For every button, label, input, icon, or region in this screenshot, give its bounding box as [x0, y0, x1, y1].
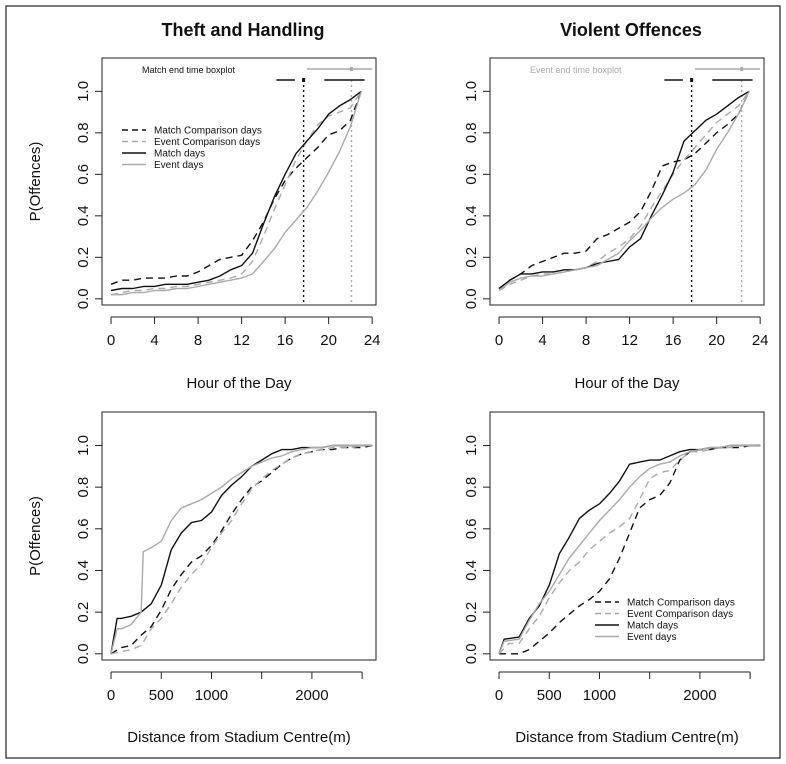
chart-title: Violent Offences [560, 20, 702, 40]
legend-label: Event days [154, 160, 203, 171]
y-tick-label: 0.0 [75, 643, 92, 664]
y-tick-label: 0.0 [463, 643, 480, 664]
y-tick-label: 0.6 [463, 164, 480, 185]
series-line-match-comparison [110, 444, 373, 655]
y-tick-label: 1.0 [75, 435, 92, 456]
chart-panel-3: 0.0 0.2 0.4 0.6 0.8 1.0 P(Offences) 0 500 1000 200… [27, 411, 377, 746]
x-axis-label: Distance from Stadium Centre(m) [515, 729, 738, 746]
y-tick-label: 0.4 [75, 560, 92, 581]
y-axis-label: P(Offences) [27, 496, 44, 576]
x-tick-label: 0 [107, 332, 115, 349]
x-tick-label: 20 [320, 332, 337, 349]
chart-title: Theft and Handling [162, 20, 325, 40]
x-tick-label: 2000 [295, 687, 328, 704]
x-tick-label: 4 [538, 332, 546, 349]
x-tick-label: 8 [194, 332, 202, 349]
y-tick-label: 1.0 [463, 435, 480, 456]
chart-panel-4: 0.0 0.2 0.4 0.6 0.8 1.0 0 500 1000 2000 Distance f… [463, 411, 765, 746]
legend-label: Event Comparison days [627, 609, 733, 620]
x-tick-label: 20 [708, 332, 725, 349]
y-tick-label: 0.8 [463, 477, 480, 498]
x-tick-label: 24 [752, 332, 769, 349]
series-line-match-comparison [498, 90, 750, 290]
legend-label: Match days [627, 621, 678, 632]
chart-panel-1: Theft and Handling 0.0 0.2 0.4 0.6 0.8 1.0 P(Of… [27, 20, 381, 392]
series-line-match-comparison [110, 91, 362, 285]
series-line-event-comparison [110, 90, 362, 296]
chart-panel-2: Violent Offences 0.0 0.2 0.4 0.6 0.8 1.0 0 4 8 12 1… [463, 20, 769, 392]
x-axis-label: Hour of the Day [574, 375, 680, 392]
x-tick-label: 2000 [683, 687, 716, 704]
x-tick-label: 24 [364, 332, 381, 349]
legend-label: Event days [627, 632, 676, 643]
legend-label: Event Comparison days [154, 137, 260, 148]
x-tick-label: 500 [537, 687, 562, 704]
series-line-event [111, 91, 362, 296]
y-tick-label: 0.6 [75, 518, 92, 539]
y-tick-label: 0.8 [75, 477, 92, 498]
x-tick-label: 1000 [583, 687, 616, 704]
y-tick-label: 0.4 [75, 205, 92, 226]
x-tick-label: 0 [495, 332, 503, 349]
x-tick-label: 12 [233, 332, 250, 349]
legend-label: Match Comparison days [154, 126, 262, 137]
x-axis-label: Distance from Stadium Centre(m) [127, 729, 350, 746]
series-line-event [498, 444, 761, 655]
x-axis-label: Hour of the Day [186, 375, 292, 392]
series-line-match [498, 90, 750, 290]
x-tick-label: 16 [277, 332, 294, 349]
boxplot-label: Match end time boxplot [142, 65, 236, 75]
x-tick-label: 12 [621, 332, 638, 349]
boxplot-median [349, 67, 353, 71]
y-tick-label: 1.0 [75, 81, 92, 102]
y-tick-label: 0.2 [463, 247, 480, 268]
y-tick-label: 0.4 [463, 560, 480, 581]
x-tick-label: 0 [495, 687, 503, 704]
series-line-match-comparison [499, 444, 761, 655]
boxplot-median [740, 67, 744, 71]
y-tick-label: 0.2 [463, 602, 480, 623]
y-tick-label: 1.0 [463, 81, 480, 102]
series-line-event-comparison [110, 444, 373, 655]
y-axis-label: P(Offences) [27, 142, 44, 222]
series-line-event [110, 444, 373, 654]
figure-border [5, 5, 781, 759]
series-line-match [110, 90, 362, 292]
y-tick-label: 0.8 [75, 122, 92, 143]
x-tick-label: 1000 [195, 687, 228, 704]
y-tick-label: 0.6 [75, 164, 92, 185]
y-tick-label: 0.2 [75, 247, 92, 268]
x-tick-label: 500 [149, 687, 174, 704]
legend-label: Match days [154, 149, 205, 160]
y-tick-label: 0.4 [463, 205, 480, 226]
boxplot-median [302, 78, 306, 82]
x-tick-label: 0 [107, 687, 115, 704]
boxplot-label: Event end time boxplot [530, 65, 622, 75]
y-tick-label: 0.0 [463, 288, 480, 309]
x-tick-label: 8 [582, 332, 590, 349]
series-line-event-comparison [498, 90, 750, 292]
legend-label: Match Comparison days [627, 598, 735, 609]
y-tick-label: 0.2 [75, 602, 92, 623]
boxplot-median [690, 78, 694, 82]
x-tick-label: 16 [665, 332, 682, 349]
y-tick-label: 0.0 [75, 288, 92, 309]
x-tick-label: 4 [150, 332, 158, 349]
y-tick-label: 0.8 [463, 122, 480, 143]
y-tick-label: 0.6 [463, 518, 480, 539]
series-line-event [498, 90, 750, 292]
